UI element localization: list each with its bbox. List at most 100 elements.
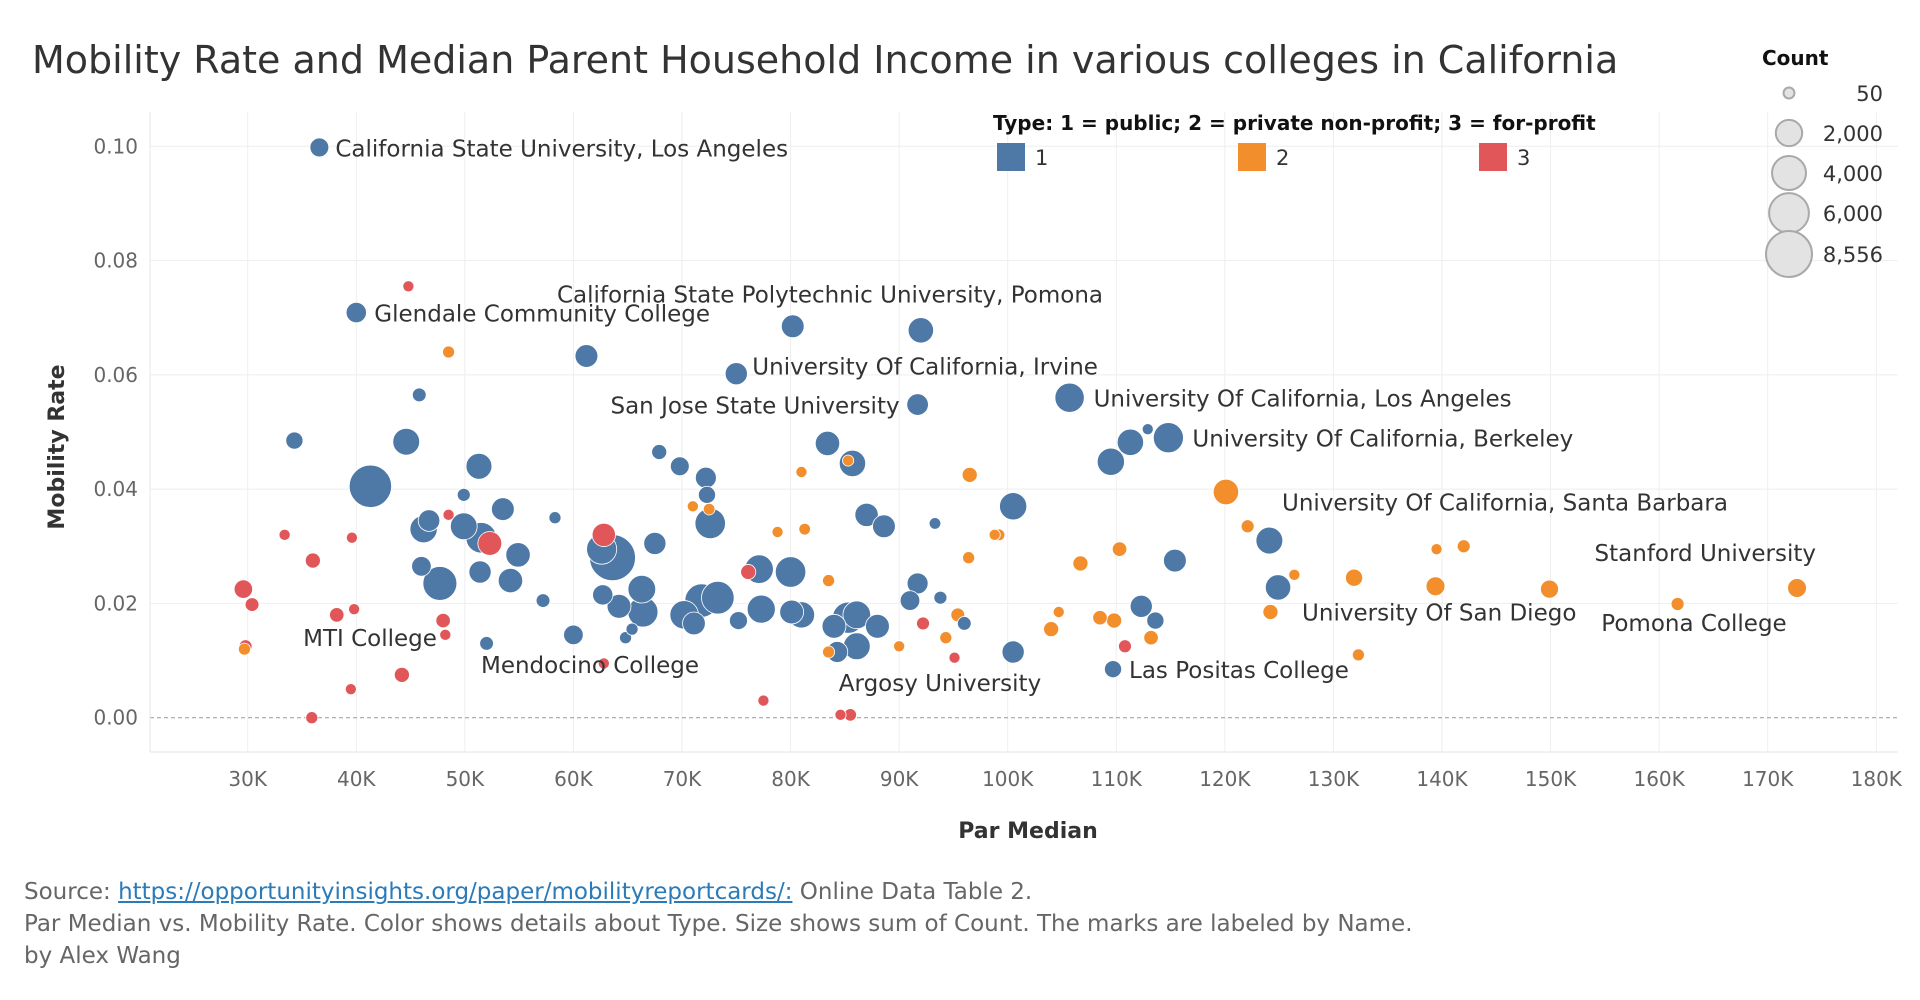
scatter-point[interactable] (988, 528, 1001, 541)
scatter-point[interactable] (1106, 612, 1123, 629)
scatter-point[interactable] (822, 574, 836, 588)
scatter-point[interactable] (899, 590, 921, 611)
scatter-point[interactable] (592, 584, 614, 606)
scatter-point[interactable] (1104, 660, 1123, 679)
scatter-point[interactable] (1111, 541, 1128, 557)
scatter-point[interactable] (285, 431, 304, 450)
scatter-point[interactable] (597, 657, 610, 670)
scatter-point[interactable] (348, 603, 361, 616)
scatter-point[interactable] (933, 590, 948, 605)
scatter-point[interactable] (1143, 630, 1159, 646)
scatter-point[interactable] (1129, 594, 1153, 618)
scatter-point[interactable] (724, 362, 748, 386)
scatter-point[interactable] (505, 542, 531, 568)
scatter-point[interactable] (468, 560, 492, 584)
scatter-point[interactable] (779, 599, 805, 625)
scatter-point[interactable] (1351, 648, 1365, 662)
legend-swatch-1[interactable] (997, 143, 1025, 171)
scatter-point[interactable] (393, 666, 410, 683)
scatter-point[interactable] (442, 508, 455, 521)
scatter-point[interactable] (686, 500, 699, 513)
scatter-point[interactable] (651, 444, 668, 460)
scatter-point[interactable] (439, 628, 452, 641)
source-link[interactable]: https://opportunityinsights.org/paper/mo… (118, 879, 793, 905)
scatter-point[interactable] (1787, 578, 1807, 598)
scatter-point[interactable] (591, 522, 616, 547)
scatter-point[interactable] (574, 344, 599, 368)
scatter-point[interactable] (1540, 579, 1559, 599)
scatter-point[interactable] (1072, 555, 1089, 572)
scatter-point[interactable] (348, 464, 392, 508)
scatter-point[interactable] (1146, 611, 1165, 630)
scatter-point[interactable] (1118, 639, 1132, 654)
scatter-point[interactable] (491, 497, 515, 521)
scatter-point[interactable] (233, 579, 254, 599)
scatter-point[interactable] (893, 640, 906, 653)
scatter-point[interactable] (497, 567, 524, 594)
scatter-point[interactable] (244, 597, 260, 612)
scatter-point[interactable] (682, 611, 706, 636)
scatter-point[interactable] (1116, 428, 1144, 456)
scatter-point[interactable] (906, 393, 929, 416)
scatter-point[interactable] (780, 314, 805, 339)
scatter-point[interactable] (309, 137, 330, 158)
scatter-point[interactable] (907, 317, 934, 344)
scatter-point[interactable] (643, 531, 667, 555)
scatter-point[interactable] (238, 642, 251, 656)
scatter-point[interactable] (477, 531, 503, 556)
scatter-point[interactable] (1163, 548, 1187, 573)
scatter-point[interactable] (842, 454, 855, 467)
scatter-point[interactable] (822, 645, 836, 659)
scatter-point[interactable] (669, 456, 690, 477)
scatter-point[interactable] (771, 526, 784, 538)
scatter-point[interactable] (865, 613, 890, 639)
scatter-point[interactable] (1288, 568, 1301, 581)
scatter-point[interactable] (417, 509, 441, 532)
scatter-point[interactable] (834, 708, 847, 721)
scatter-point[interactable] (344, 683, 357, 696)
scatter-point[interactable] (606, 593, 632, 619)
scatter-point[interactable] (1345, 568, 1364, 587)
scatter-point[interactable] (729, 611, 748, 631)
scatter-point[interactable] (1212, 478, 1240, 506)
scatter-point[interactable] (1054, 382, 1085, 413)
scatter-point[interactable] (1001, 640, 1025, 664)
scatter-point[interactable] (411, 556, 432, 577)
scatter-point[interactable] (1043, 621, 1060, 638)
scatter-point[interactable] (1240, 519, 1255, 534)
scatter-point[interactable] (1052, 606, 1065, 618)
scatter-point[interactable] (305, 711, 319, 725)
scatter-point[interactable] (535, 593, 551, 608)
scatter-point[interactable] (962, 551, 976, 565)
scatter-point[interactable] (625, 622, 639, 636)
legend-swatch-3[interactable] (1479, 143, 1507, 171)
scatter-point[interactable] (627, 574, 657, 604)
scatter-point[interactable] (1152, 422, 1184, 454)
scatter-point[interactable] (814, 430, 841, 457)
scatter-point[interactable] (1096, 447, 1125, 476)
scatter-point[interactable] (619, 631, 632, 645)
scatter-point[interactable] (563, 624, 584, 646)
scatter-point[interactable] (798, 522, 811, 536)
scatter-point[interactable] (329, 607, 345, 623)
scatter-point[interactable] (449, 512, 478, 541)
scatter-point[interactable] (697, 485, 716, 504)
scatter-point[interactable] (465, 452, 493, 480)
scatter-point[interactable] (939, 631, 953, 645)
scatter-point[interactable] (304, 552, 321, 569)
scatter-point[interactable] (345, 302, 367, 324)
scatter-point[interactable] (956, 616, 972, 631)
scatter-point[interactable] (702, 502, 716, 516)
scatter-point[interactable] (1262, 604, 1279, 620)
scatter-point[interactable] (1092, 610, 1108, 626)
scatter-point[interactable] (1425, 576, 1446, 597)
scatter-point[interactable] (746, 594, 776, 624)
legend-swatch-2[interactable] (1238, 143, 1266, 171)
scatter-point[interactable] (435, 612, 451, 629)
scatter-point[interactable] (854, 502, 879, 527)
scatter-point[interactable] (821, 613, 847, 639)
scatter-point[interactable] (701, 580, 735, 615)
scatter-point[interactable] (1670, 597, 1685, 611)
scatter-point[interactable] (795, 466, 808, 478)
scatter-point[interactable] (345, 531, 358, 544)
